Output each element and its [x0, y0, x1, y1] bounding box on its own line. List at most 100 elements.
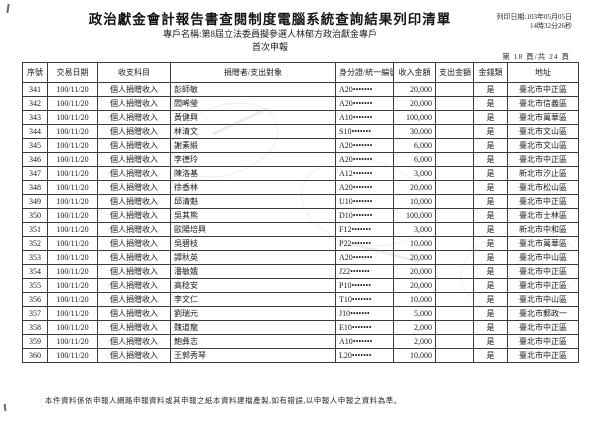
col-header-seq: 序號 — [22, 62, 48, 83]
cell-monetary: 是 — [473, 306, 508, 321]
cell-id-number: L20••••••• — [335, 348, 394, 363]
cell-income: 2,000 — [393, 334, 436, 349]
cell-address: 臺北市中山區 — [507, 250, 579, 265]
cell-donor: 吳其熊 — [170, 208, 336, 223]
cell-address: 臺北市中正區 — [507, 152, 579, 167]
cell-address: 臺北市文山區 — [507, 124, 579, 139]
cell-monetary: 是 — [473, 96, 508, 111]
table-body: 341 100/11/20 個人捐贈收入 彭師敏 A20••••••• 20,0… — [22, 82, 579, 363]
cell-category: 個人捐贈收入 — [97, 334, 171, 349]
cell-monetary: 是 — [473, 194, 508, 209]
cell-monetary: 是 — [473, 348, 508, 363]
cell-date: 100/11/20 — [47, 208, 98, 223]
table-row: 354 100/11/20 個人捐贈收入 潘敏娥 J22••••••• 20,0… — [22, 264, 579, 279]
cell-expense — [435, 278, 474, 293]
cell-income: 20,000 — [393, 250, 436, 265]
table-row: 356 100/11/20 個人捐贈收入 李文仁 T10••••••• 10,0… — [22, 292, 579, 307]
cell-income: 6,000 — [393, 138, 436, 153]
cell-income: 20,000 — [393, 82, 436, 97]
cell-expense — [435, 208, 474, 223]
col-header-income: 收入金額 — [393, 62, 436, 83]
cell-address: 臺北市中正區 — [507, 264, 579, 279]
cell-donor: 王郭秀琴 — [170, 348, 336, 363]
cell-expense — [435, 264, 474, 279]
table-row: 357 100/11/20 個人捐贈收入 劉瑞元 J10••••••• 5,00… — [22, 306, 579, 321]
cell-id-number: A20••••••• — [335, 82, 394, 97]
cell-date: 100/11/20 — [47, 166, 98, 181]
cell-donor: 李德玲 — [170, 152, 336, 167]
cell-monetary: 是 — [473, 292, 508, 307]
cell-income: 2,000 — [393, 320, 436, 335]
cell-expense — [435, 292, 474, 307]
cell-address: 臺北市中正區 — [507, 82, 579, 97]
cell-income: 3,000 — [393, 222, 436, 237]
cell-donor: 徐香林 — [170, 180, 336, 195]
cell-expense — [435, 166, 474, 181]
cell-id-number: E10••••••• — [335, 320, 394, 335]
cell-seq: 343 — [22, 110, 48, 125]
cell-date: 100/11/20 — [47, 236, 98, 251]
col-header-address: 地址 — [507, 62, 579, 83]
cell-donor: 閻晞瑩 — [170, 96, 336, 111]
cell-seq: 360 — [22, 348, 48, 363]
cell-expense — [435, 180, 474, 195]
cell-donor: 劉瑞元 — [170, 306, 336, 321]
table-header: 序號 交易日期 收支科目 捐贈者/支出對象 身分證/統一編號 收入金額 支出金額… — [22, 62, 579, 83]
cell-monetary: 是 — [473, 278, 508, 293]
print-time: 14時32分26秒 — [530, 22, 572, 30]
table-row: 345 100/11/20 個人捐贈收入 謝素緞 A20••••••• 6,00… — [22, 138, 579, 153]
cell-monetary: 是 — [473, 180, 508, 195]
cell-category: 個人捐贈收入 — [97, 236, 171, 251]
cell-date: 100/11/20 — [47, 138, 98, 153]
footer-note: 本件資料係依申報人網路申報資料或其申報之紙本資料建檔產製,如有錯誤,以申報人申報… — [45, 396, 402, 405]
print-info: 列印日期:103年05月05日 14時32分26秒 — [497, 13, 572, 31]
cell-category: 個人捐贈收入 — [97, 250, 171, 265]
cell-id-number: J22••••••• — [335, 264, 394, 279]
cell-expense — [435, 110, 474, 125]
table-row: 342 100/11/20 個人捐贈收入 閻晞瑩 A20••••••• 20,0… — [22, 96, 579, 111]
cell-donor: 高稔安 — [170, 278, 336, 293]
cell-id-number: A20••••••• — [335, 152, 394, 167]
cell-income: 20,000 — [393, 180, 436, 195]
cell-date: 100/11/20 — [47, 96, 98, 111]
cell-monetary: 是 — [473, 152, 508, 167]
cell-id-number: A20••••••• — [335, 138, 394, 153]
cell-income: 6,000 — [393, 152, 436, 167]
cell-income: 20,000 — [393, 278, 436, 293]
table-row: 353 100/11/20 個人捐贈收入 譚秋英 A20••••••• 20,0… — [22, 250, 579, 265]
cell-date: 100/11/20 — [47, 278, 98, 293]
cell-address: 臺北市中山區 — [507, 292, 579, 307]
cell-address: 臺北市文山區 — [507, 138, 579, 153]
cell-donor: 邱清魁 — [170, 194, 336, 209]
cell-seq: 358 — [22, 320, 48, 335]
cell-id-number: U10••••••• — [335, 194, 394, 209]
cell-seq: 345 — [22, 138, 48, 153]
cell-id-number: A10••••••• — [335, 110, 394, 125]
cell-address: 臺北市松山區 — [507, 180, 579, 195]
cell-date: 100/11/20 — [47, 180, 98, 195]
donation-table: 序號 交易日期 收支科目 捐贈者/支出對象 身分證/統一編號 收入金額 支出金額… — [22, 62, 579, 363]
cell-address: 臺北市中正區 — [507, 320, 579, 335]
cell-date: 100/11/20 — [47, 82, 98, 97]
table-row: 343 100/11/20 個人捐贈收入 黃健興 A10••••••• 100,… — [22, 110, 579, 125]
cell-category: 個人捐贈收入 — [97, 306, 171, 321]
col-header-date: 交易日期 — [47, 62, 98, 83]
cell-date: 100/11/20 — [47, 264, 98, 279]
cell-seq: 346 — [22, 152, 48, 167]
cell-seq: 348 — [22, 180, 48, 195]
cell-monetary: 是 — [473, 334, 508, 349]
cell-donor: 歐陽培興 — [170, 222, 336, 237]
cell-category: 個人捐贈收入 — [97, 278, 171, 293]
cell-monetary: 是 — [473, 222, 508, 237]
cell-seq: 351 — [22, 222, 48, 237]
cell-address: 臺北市信義區 — [507, 96, 579, 111]
table-row: 360 100/11/20 個人捐贈收入 王郭秀琴 L20••••••• 10,… — [22, 348, 579, 363]
table-header-row: 序號 交易日期 收支科目 捐贈者/支出對象 身分證/統一編號 收入金額 支出金額… — [22, 62, 579, 83]
cell-address: 新北市中和區 — [507, 222, 579, 237]
cell-donor: 潘敏娥 — [170, 264, 336, 279]
cell-donor: 譚秋英 — [170, 250, 336, 265]
cell-expense — [435, 82, 474, 97]
col-header-monetary: 金錢類 — [473, 62, 508, 83]
cell-seq: 349 — [22, 194, 48, 209]
